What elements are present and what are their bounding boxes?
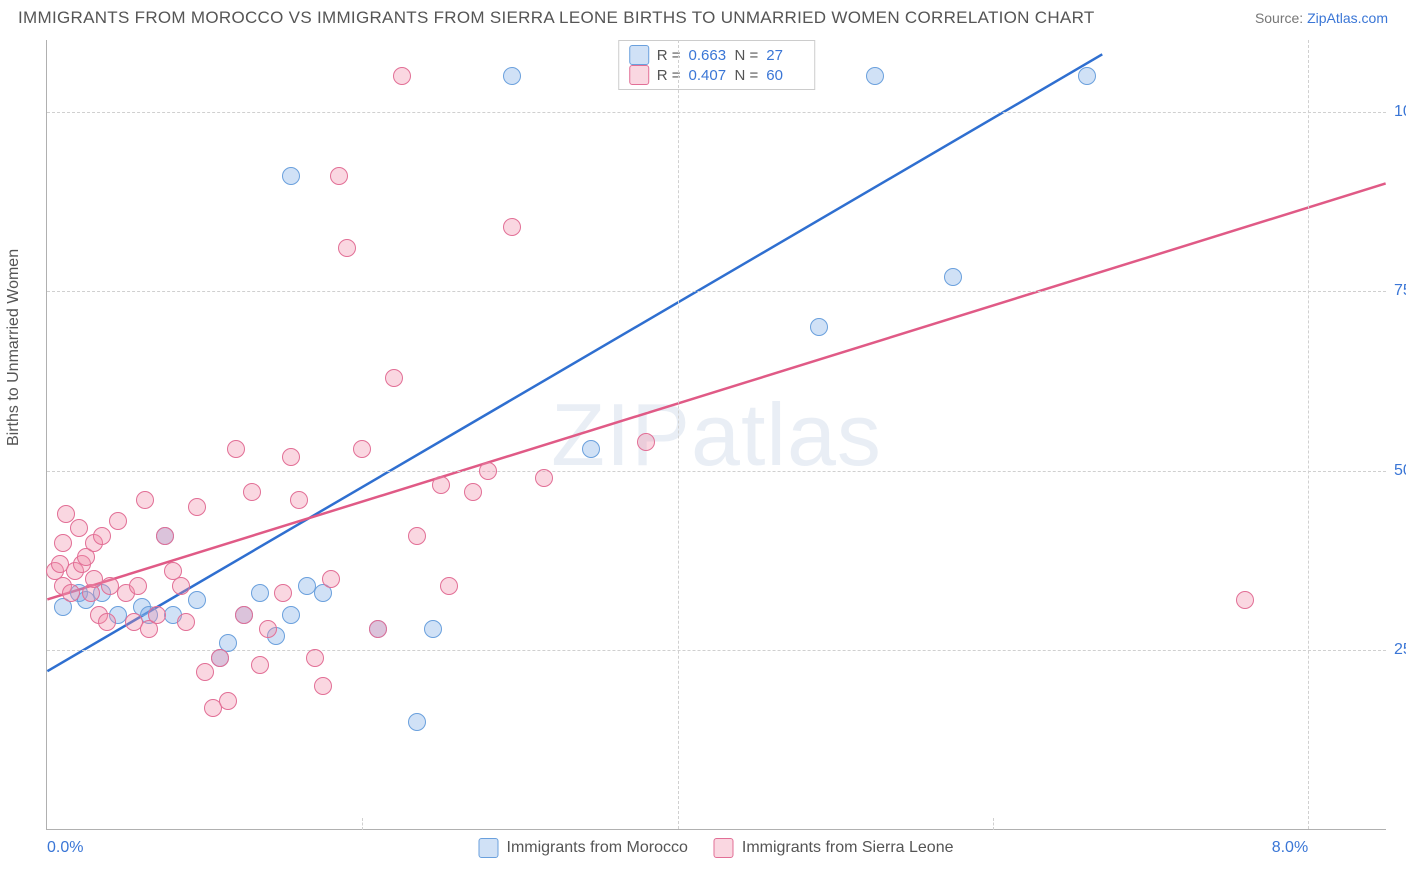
data-point-sierra_leone	[306, 649, 324, 667]
data-point-morocco	[408, 713, 426, 731]
y-tick-label: 25.0%	[1392, 641, 1406, 659]
gridline-v	[1308, 40, 1309, 829]
y-tick-label: 50.0%	[1392, 462, 1406, 480]
data-point-morocco	[1078, 67, 1096, 85]
data-point-morocco	[424, 620, 442, 638]
data-point-sierra_leone	[70, 519, 88, 537]
data-point-sierra_leone	[393, 67, 411, 85]
data-point-morocco	[944, 268, 962, 286]
data-point-sierra_leone	[464, 483, 482, 501]
data-point-sierra_leone	[432, 476, 450, 494]
data-point-sierra_leone	[440, 577, 458, 595]
data-point-sierra_leone	[314, 677, 332, 695]
data-point-sierra_leone	[408, 527, 426, 545]
data-point-sierra_leone	[330, 167, 348, 185]
stats-legend: R =0.663N =27R =0.407N =60	[618, 40, 816, 90]
trend-lines	[47, 40, 1386, 829]
data-point-sierra_leone	[282, 448, 300, 466]
source-label: Source:	[1255, 10, 1303, 26]
y-tick-label: 100.0%	[1392, 103, 1406, 121]
data-point-sierra_leone	[251, 656, 269, 674]
data-point-sierra_leone	[196, 663, 214, 681]
data-point-sierra_leone	[211, 649, 229, 667]
x-tick-label: 0.0%	[47, 839, 83, 857]
data-point-sierra_leone	[172, 577, 190, 595]
y-tick-label: 75.0%	[1392, 282, 1406, 300]
data-point-sierra_leone	[219, 692, 237, 710]
data-point-sierra_leone	[98, 613, 116, 631]
gridline-h	[47, 650, 1386, 651]
legend-label: Immigrants from Sierra Leone	[742, 839, 954, 857]
trend-line-morocco	[47, 54, 1102, 671]
legend-item-morocco: Immigrants from Morocco	[478, 838, 687, 858]
legend-label: Immigrants from Morocco	[506, 839, 687, 857]
r-value: 0.407	[689, 67, 727, 84]
series-legend: Immigrants from Morocco Immigrants from S…	[478, 838, 953, 858]
source-link[interactable]: ZipAtlas.com	[1307, 10, 1388, 26]
gridline-h	[47, 471, 1386, 472]
data-point-sierra_leone	[353, 440, 371, 458]
swatch-sierra_leone	[714, 838, 734, 858]
gridline-v	[678, 40, 679, 829]
data-point-sierra_leone	[503, 218, 521, 236]
data-point-morocco	[582, 440, 600, 458]
data-point-sierra_leone	[129, 577, 147, 595]
gridline-h	[47, 112, 1386, 113]
data-point-sierra_leone	[535, 469, 553, 487]
data-point-sierra_leone	[235, 606, 253, 624]
trend-line-sierra_leone	[47, 183, 1385, 599]
data-point-sierra_leone	[54, 534, 72, 552]
stats-row-sierra_leone: R =0.407N =60	[629, 65, 805, 85]
data-point-sierra_leone	[259, 620, 277, 638]
data-point-sierra_leone	[188, 498, 206, 516]
source-credit: Source: ZipAtlas.com	[1255, 10, 1388, 26]
gridline-h	[47, 291, 1386, 292]
x-tick-label: 8.0%	[1272, 839, 1308, 857]
data-point-morocco	[251, 584, 269, 602]
stats-row-morocco: R =0.663N =27	[629, 45, 805, 65]
plot-area: ZIPatlas R =0.663N =27R =0.407N =60 25.0…	[46, 40, 1386, 830]
chart-area: ZIPatlas R =0.663N =27R =0.407N =60 25.0…	[46, 40, 1386, 830]
gridline-v	[993, 818, 994, 830]
data-point-sierra_leone	[62, 584, 80, 602]
gridline-v	[362, 818, 363, 830]
data-point-sierra_leone	[369, 620, 387, 638]
swatch-morocco	[478, 838, 498, 858]
r-value: 0.663	[689, 47, 727, 64]
n-value: 27	[766, 47, 804, 64]
y-axis-label: Births to Unmarried Women	[5, 249, 23, 446]
data-point-sierra_leone	[227, 440, 245, 458]
data-point-sierra_leone	[338, 239, 356, 257]
data-point-sierra_leone	[274, 584, 292, 602]
data-point-morocco	[810, 318, 828, 336]
data-point-sierra_leone	[243, 483, 261, 501]
data-point-sierra_leone	[148, 606, 166, 624]
data-point-morocco	[282, 606, 300, 624]
swatch-sierra_leone	[629, 65, 649, 85]
data-point-morocco	[282, 167, 300, 185]
data-point-sierra_leone	[290, 491, 308, 509]
data-point-morocco	[866, 67, 884, 85]
data-point-sierra_leone	[177, 613, 195, 631]
n-value: 60	[766, 67, 804, 84]
data-point-sierra_leone	[479, 462, 497, 480]
swatch-morocco	[629, 45, 649, 65]
data-point-sierra_leone	[136, 491, 154, 509]
data-point-sierra_leone	[385, 369, 403, 387]
data-point-sierra_leone	[93, 527, 111, 545]
legend-item-sierra_leone: Immigrants from Sierra Leone	[714, 838, 954, 858]
data-point-sierra_leone	[1236, 591, 1254, 609]
data-point-sierra_leone	[637, 433, 655, 451]
data-point-morocco	[188, 591, 206, 609]
data-point-sierra_leone	[156, 527, 174, 545]
chart-title: IMMIGRANTS FROM MOROCCO VS IMMIGRANTS FR…	[18, 8, 1095, 28]
n-label: N =	[735, 47, 759, 64]
data-point-morocco	[503, 67, 521, 85]
n-label: N =	[735, 67, 759, 84]
data-point-sierra_leone	[109, 512, 127, 530]
data-point-sierra_leone	[322, 570, 340, 588]
